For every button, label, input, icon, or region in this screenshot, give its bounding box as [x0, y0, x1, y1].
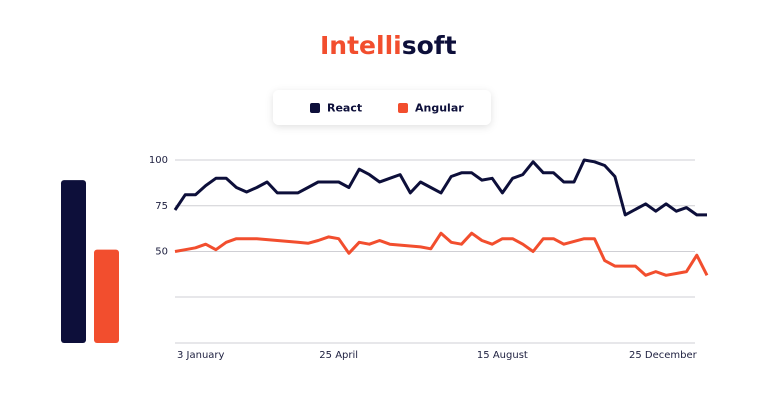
y-tick-label: 75 [155, 201, 168, 212]
legend-swatch [310, 103, 320, 113]
x-tick-label: 25 April [319, 350, 358, 361]
y-tick-label: 100 [149, 155, 168, 166]
line-series [173, 158, 707, 217]
logo-part: Intelli [320, 31, 402, 60]
x-tick-label: 3 January [177, 350, 225, 361]
logo: Intellisoft [320, 31, 457, 60]
summary-bar [61, 180, 86, 343]
legend-box [273, 90, 491, 125]
x-tick-label: 25 December [629, 350, 698, 361]
legend-label: Angular [415, 102, 464, 115]
logo-part: soft [402, 31, 457, 60]
line-series [174, 231, 709, 277]
x-tick-label: 15 August [477, 350, 528, 361]
y-tick-label: 50 [155, 247, 168, 258]
summary-bar [94, 249, 119, 343]
legend-label: React [327, 102, 362, 115]
legend-swatch [398, 103, 408, 113]
